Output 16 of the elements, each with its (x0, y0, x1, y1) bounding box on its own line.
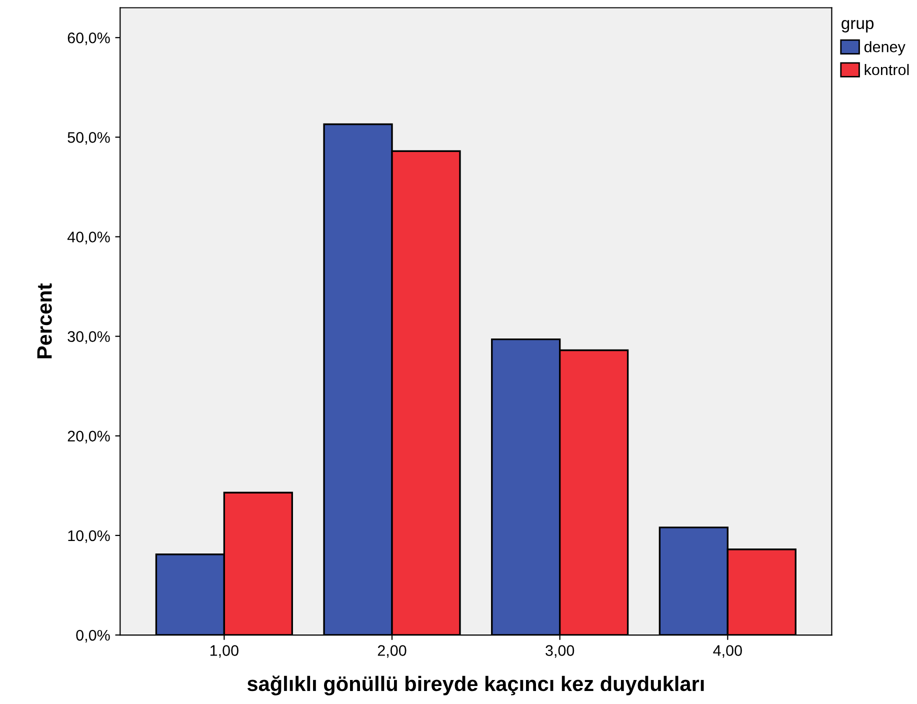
y-tick-label: 0,0% (76, 630, 110, 642)
legend-label: kontrol (864, 64, 909, 76)
y-tick-label: 50,0% (68, 132, 110, 145)
y-axis-title: Percent (37, 283, 52, 358)
legend-label: deney (864, 41, 906, 56)
legend-title: grup (842, 20, 874, 32)
x-tick-label: 1,00 (210, 645, 238, 658)
x-axis-title: sağlıklı gönüllü bireyde kaçıncı kez duydukları (247, 676, 704, 696)
x-tick-label: 2,00 (378, 645, 406, 658)
y-tick-label: 20,0% (68, 430, 110, 444)
x-tick-label: 4,00 (713, 645, 742, 658)
y-tick-label: 10,0% (68, 530, 110, 543)
y-tick-label: 60,0% (68, 32, 110, 46)
y-tick-label: 40,0% (67, 232, 110, 244)
x-tick-label: 3,00 (546, 645, 574, 658)
y-tick-label: 30,0% (68, 331, 110, 344)
